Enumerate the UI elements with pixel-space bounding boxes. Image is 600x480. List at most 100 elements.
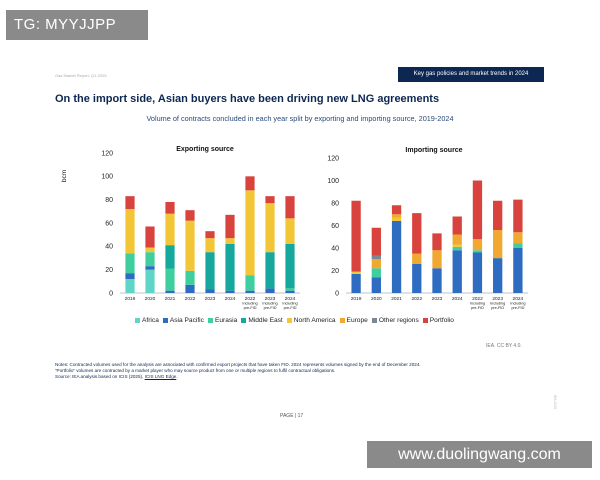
export-bar-1-eurasia <box>145 252 155 267</box>
import-bar-6-asia-pacific <box>472 252 483 293</box>
legend-item-asia-pacific: Asia Pacific <box>162 317 204 324</box>
export-bar-2-eurasia <box>165 268 175 291</box>
import-y-tick-60: 60 <box>331 223 339 230</box>
icis-lng-edge-link[interactable]: ICIS LNG Edge <box>144 374 177 379</box>
import-bar-5-north-america <box>452 244 462 247</box>
export-bar-7-portfolio <box>265 196 275 204</box>
export-bar-5-north-america <box>225 238 235 244</box>
export-bar-8-north-america <box>285 218 295 244</box>
import-x-tick-7-line1: Including <box>490 302 505 306</box>
legend-label-asia-pacific: Asia Pacific <box>169 317 204 324</box>
export-bar-0-africa <box>125 279 135 293</box>
legend-item-portfolio: Portfolio <box>422 317 454 324</box>
export-x-tick-1: 2020 <box>145 296 156 302</box>
export-x-tick-6-line2: pre-FID <box>244 306 257 310</box>
export-x-tick-5: 2024 <box>225 296 236 302</box>
legend-item-other-regions: Other regions <box>371 317 419 324</box>
import-bar-2-north-america <box>391 217 402 221</box>
export-bar-1-portfolio <box>145 226 155 248</box>
import-bar-1-other-regions <box>371 255 381 260</box>
import-x-tick-6: 2022 <box>472 296 483 302</box>
export-y-axis-label: bcm <box>61 170 68 182</box>
export-bar-1-africa <box>145 269 155 293</box>
import-bar-2-asia-pacific <box>391 221 402 293</box>
legend-label-africa: Africa <box>142 317 159 324</box>
legend-swatch-eurasia <box>207 318 213 323</box>
export-x-tick-7-line1: Including <box>262 302 277 306</box>
export-bar-1-asia-pacific <box>145 266 155 270</box>
import-bar-2-europe <box>391 214 402 218</box>
legend-label-portfolio: Portfolio <box>429 317 454 324</box>
export-bar-2-asia-pacific <box>165 290 175 293</box>
legend-swatch-other-regions <box>371 318 377 323</box>
export-x-tick-7: 2023 <box>265 296 276 302</box>
export-bar-3-asia-pacific <box>185 284 195 293</box>
import-x-tick-8-line2: pre-FID <box>511 306 524 310</box>
chart-legend: Africa Asia Pacific Eurasia Middle East Nort… <box>135 317 454 324</box>
import-bar-1-europe <box>371 259 381 269</box>
import-bar-6-europe <box>472 239 483 251</box>
export-bar-5-asia-pacific <box>225 290 235 293</box>
import-bar-8-portfolio <box>513 199 523 233</box>
export-bar-6-eurasia <box>245 275 255 291</box>
import-bar-4-asia-pacific <box>432 268 442 293</box>
notes-line-1: Notes: Contracted volumes used for the a… <box>55 362 421 367</box>
import-bar-5-europe <box>452 234 462 245</box>
export-bar-6-north-america <box>245 190 255 276</box>
import-y-tick-80: 80 <box>331 200 339 207</box>
import-bar-4-europe <box>432 250 442 269</box>
page-heading: On the import side, Asian buyers have be… <box>55 93 440 105</box>
export-y-tick-20: 20 <box>105 267 113 274</box>
export-bar-7-asia-pacific <box>265 288 275 293</box>
watermark-top: TG: MYYJJPP <box>6 10 148 40</box>
import-x-tick-2: 2021 <box>391 296 402 302</box>
export-bar-2-north-america <box>165 213 175 246</box>
import-bar-6-portfolio <box>472 180 483 239</box>
legend-item-north-america: North America <box>286 317 336 324</box>
import-bar-1-eurasia <box>371 268 381 278</box>
export-x-tick-8-line2: pre-FID <box>284 306 297 310</box>
notes-source-prefix: Source: IEA analysis based on ICIS (2025… <box>55 374 144 379</box>
export-bar-3-north-america <box>185 220 195 271</box>
export-chart-title: Exporting source <box>176 146 234 153</box>
import-bar-1-portfolio <box>371 227 381 256</box>
export-bar-4-asia-pacific <box>205 289 215 293</box>
legend-swatch-north-america <box>286 318 292 323</box>
import-y-tick-100: 100 <box>327 178 339 185</box>
export-bar-8-eurasia <box>285 288 295 291</box>
import-x-tick-6-line2: pre-FID <box>471 306 484 310</box>
page-number: PAGE | 17 <box>280 413 304 419</box>
export-bar-8-portfolio <box>285 196 295 219</box>
notes-line-2: “Portfolio” volumes are contracted by a … <box>55 368 336 373</box>
export-x-tick-2: 2021 <box>165 296 176 302</box>
export-y-tick-0: 0 <box>109 290 113 297</box>
export-bar-7-north-america <box>265 203 275 253</box>
export-x-tick-8: 2024 <box>285 296 296 302</box>
export-bar-4-north-america <box>205 238 215 253</box>
export-y-tick-60: 60 <box>105 220 113 227</box>
import-bar-0-asia-pacific <box>351 273 361 293</box>
notes-source: Source: IEA analysis based on ICIS (2025… <box>55 374 545 380</box>
notes-block: Notes: Contracted volumes used for the a… <box>55 362 545 380</box>
legend-label-europe: Europe <box>346 317 368 324</box>
export-x-tick-0: 2019 <box>125 296 136 302</box>
export-bar-8-asia-pacific <box>285 290 295 293</box>
import-bar-3-asia-pacific <box>412 263 422 293</box>
legend-swatch-europe <box>339 318 345 323</box>
import-bar-7-europe <box>493 230 503 259</box>
import-x-tick-3: 2022 <box>411 296 422 302</box>
section-banner: Key gas policies and market trends in 20… <box>398 67 544 82</box>
export-bar-6-portfolio <box>245 176 255 191</box>
legend-swatch-asia-pacific <box>162 318 168 323</box>
export-bar-6-asia-pacific <box>245 290 255 293</box>
export-y-tick-40: 40 <box>105 244 113 251</box>
import-y-tick-0: 0 <box>335 290 339 297</box>
import-bar-5-eurasia <box>452 246 462 251</box>
export-x-tick-3: 2022 <box>185 296 196 302</box>
export-bar-8-middle-east <box>285 244 295 289</box>
import-x-tick-7: 2023 <box>492 296 503 302</box>
import-bar-2-portfolio <box>391 205 402 215</box>
legend-label-eurasia: Eurasia <box>214 317 238 324</box>
export-y-tick-80: 80 <box>105 197 113 204</box>
